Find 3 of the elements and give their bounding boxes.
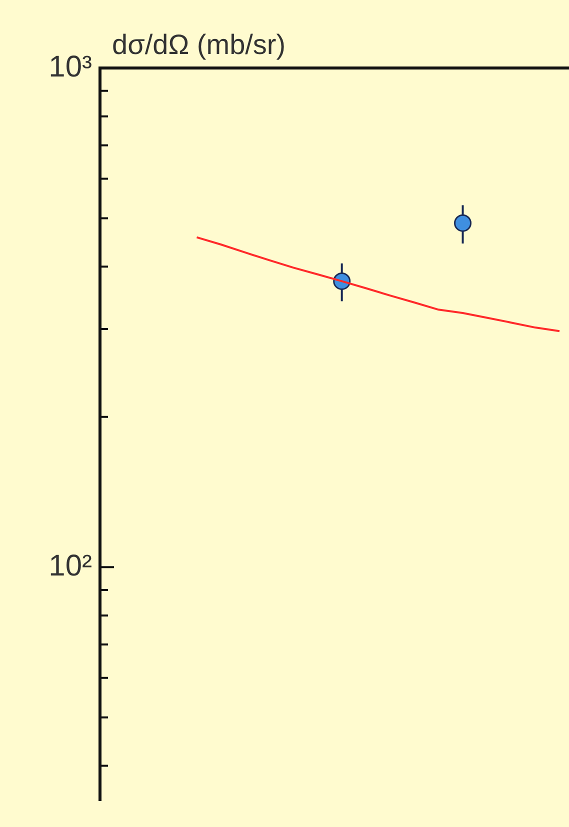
y-axis-title: dσ/dΩ (mb/sr) bbox=[112, 29, 286, 60]
y-tick-label: 10² bbox=[48, 549, 92, 582]
y-tick-label: 10³ bbox=[48, 50, 92, 84]
